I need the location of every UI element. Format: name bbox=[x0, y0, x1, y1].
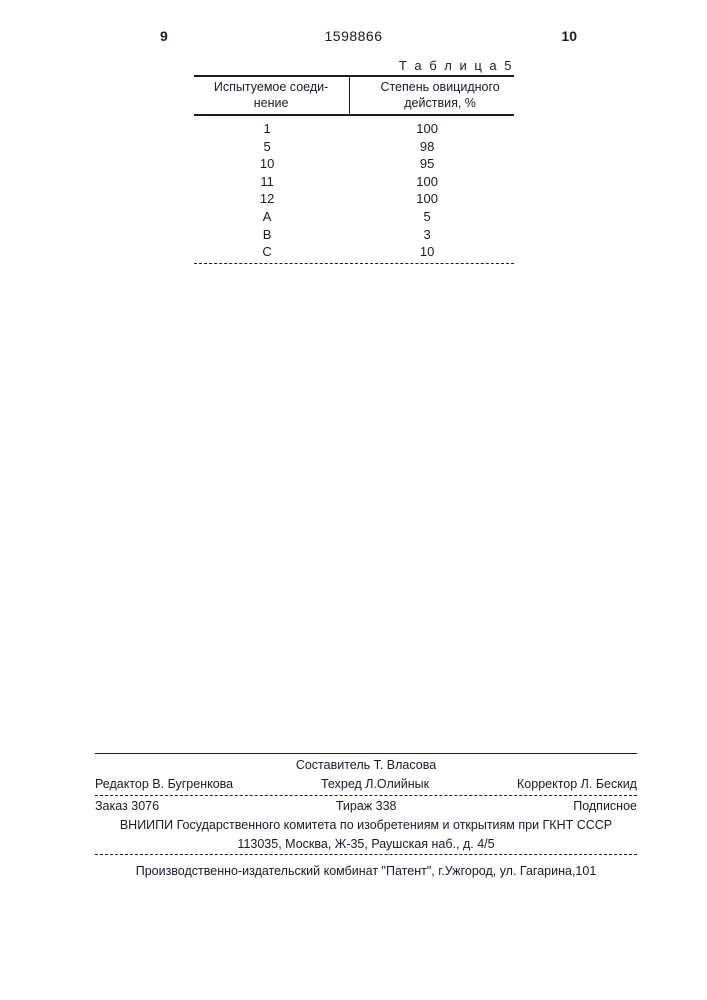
cell-compound: 10 bbox=[194, 155, 341, 173]
corrector: Корректор Л. Бескид bbox=[517, 776, 637, 793]
table-row: A5 bbox=[194, 208, 514, 226]
colophon: Составитель Т. Власова Редактор В. Бугре… bbox=[95, 750, 637, 882]
cell-effect: 100 bbox=[341, 173, 514, 191]
page-number-left: 9 bbox=[160, 28, 168, 44]
compiler: Составитель Т. Власова bbox=[280, 757, 453, 774]
cell-compound: C bbox=[194, 243, 341, 261]
table-header-effect: Степень овицидного действия, % bbox=[350, 77, 531, 114]
document-number: 1598866 bbox=[324, 28, 382, 44]
table-header-compound: Испытуемое соеди- нение bbox=[194, 77, 350, 114]
address-1: 113035, Москва, Ж-35, Раушская наб., д. … bbox=[95, 836, 637, 853]
cell-effect: 5 bbox=[341, 208, 514, 226]
table-5: Т а б л и ц а 5 Испытуемое соеди- нение … bbox=[194, 58, 514, 264]
table-row: B3 bbox=[194, 226, 514, 244]
cell-effect: 3 bbox=[341, 226, 514, 244]
cell-compound: 1 bbox=[194, 120, 341, 138]
cell-compound: A bbox=[194, 208, 341, 226]
table-row: 12100 bbox=[194, 190, 514, 208]
cell-compound: 11 bbox=[194, 173, 341, 191]
cell-effect: 95 bbox=[341, 155, 514, 173]
cell-compound: B bbox=[194, 226, 341, 244]
order-number: Заказ 3076 bbox=[95, 798, 159, 815]
table-row: 11100 bbox=[194, 173, 514, 191]
page-number-right: 10 bbox=[561, 28, 577, 44]
publisher: Производственно-издательский комбинат "П… bbox=[95, 863, 637, 880]
tirazh: Тираж 338 bbox=[336, 798, 397, 815]
cell-effect: 100 bbox=[341, 190, 514, 208]
editor: Редактор В. Бугренкова bbox=[95, 776, 233, 793]
table-row: C10 bbox=[194, 243, 514, 261]
table-row: 1100 bbox=[194, 120, 514, 138]
organization: ВНИИПИ Государственного комитета по изоб… bbox=[95, 817, 637, 834]
table-row: 598 bbox=[194, 138, 514, 156]
cell-effect: 98 bbox=[341, 138, 514, 156]
cell-compound: 12 bbox=[194, 190, 341, 208]
cell-compound: 5 bbox=[194, 138, 341, 156]
techred: Техред Л.Олийнык bbox=[321, 776, 429, 793]
cell-effect: 10 bbox=[341, 243, 514, 261]
table-caption: Т а б л и ц а 5 bbox=[194, 58, 514, 73]
subscribe: Подписное bbox=[573, 798, 637, 815]
table-row: 1095 bbox=[194, 155, 514, 173]
cell-effect: 100 bbox=[341, 120, 514, 138]
